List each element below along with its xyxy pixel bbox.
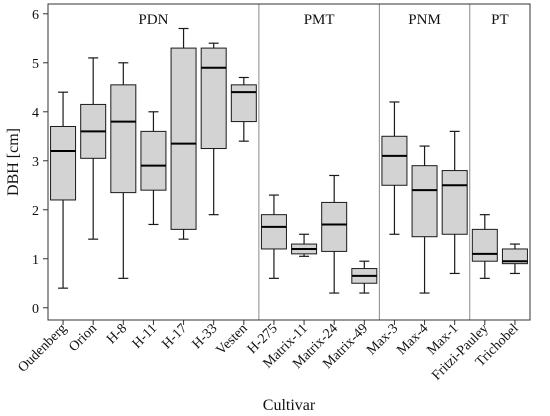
box-oudenberg: [50, 91, 77, 289]
iqr-box: [441, 170, 468, 235]
x-tick-label: Max-3: [364, 321, 401, 358]
box-h-33: [200, 42, 227, 216]
y-tick-label: 6: [32, 8, 39, 23]
box-fritzi-pauley: [471, 214, 498, 279]
x-tick-label: Max-4: [394, 321, 431, 358]
x-axis-title: Cultivar: [263, 397, 316, 414]
y-tick-label: 1: [32, 253, 39, 268]
box-h-11: [140, 111, 167, 226]
box-h-8: [110, 62, 137, 279]
box-max-3: [381, 101, 408, 235]
iqr-box: [200, 47, 227, 150]
y-tick-label: 5: [32, 57, 39, 72]
iqr-box: [381, 135, 408, 186]
iqr-box: [140, 130, 167, 191]
iqr-box: [411, 165, 438, 238]
box-matrix-24: [321, 174, 348, 294]
box-trichobel: [501, 243, 528, 275]
group-label: PNM: [408, 12, 441, 28]
iqr-box: [230, 84, 257, 123]
x-tick-label: H-17: [159, 321, 190, 352]
box-max-4: [411, 145, 438, 294]
x-tick-label: Oudenberg: [15, 321, 69, 375]
iqr-box: [260, 214, 287, 250]
group-labels: PDN PMT PNM PT: [138, 12, 508, 28]
x-tick-label: Orion: [66, 321, 100, 355]
group-label: PMT: [304, 12, 335, 28]
y-axis-ticks: 0 1 2 3 4 5 6: [32, 8, 48, 317]
plot-frame: [47, 3, 531, 321]
iqr-box: [110, 84, 137, 194]
group-label: PT: [491, 12, 509, 28]
x-tick-label: H-11: [130, 321, 161, 352]
group-label: PDN: [138, 12, 168, 28]
box-matrix-11: [291, 233, 318, 257]
iqr-box: [50, 125, 77, 201]
x-tick-label: H-8: [104, 321, 130, 347]
box-max-1: [441, 130, 468, 275]
box-vesten: [230, 76, 257, 142]
iqr-box: [321, 201, 348, 252]
box-h-275: [260, 194, 287, 279]
y-tick-label: 2: [32, 204, 39, 219]
y-tick-label: 4: [32, 106, 39, 121]
group-dividers: [258, 4, 471, 320]
box-orion: [80, 57, 107, 240]
y-axis-title: DBH [cm]: [5, 128, 22, 196]
iqr-box: [471, 228, 498, 262]
y-tick-label: 0: [32, 302, 39, 317]
box-h-17: [170, 27, 197, 240]
y-tick-label: 3: [32, 155, 39, 170]
boxes: [50, 27, 528, 294]
iqr-box: [170, 47, 197, 230]
box-matrix-49: [351, 260, 378, 294]
iqr-box: [501, 248, 528, 265]
x-tick-label: Vesten: [214, 321, 251, 358]
